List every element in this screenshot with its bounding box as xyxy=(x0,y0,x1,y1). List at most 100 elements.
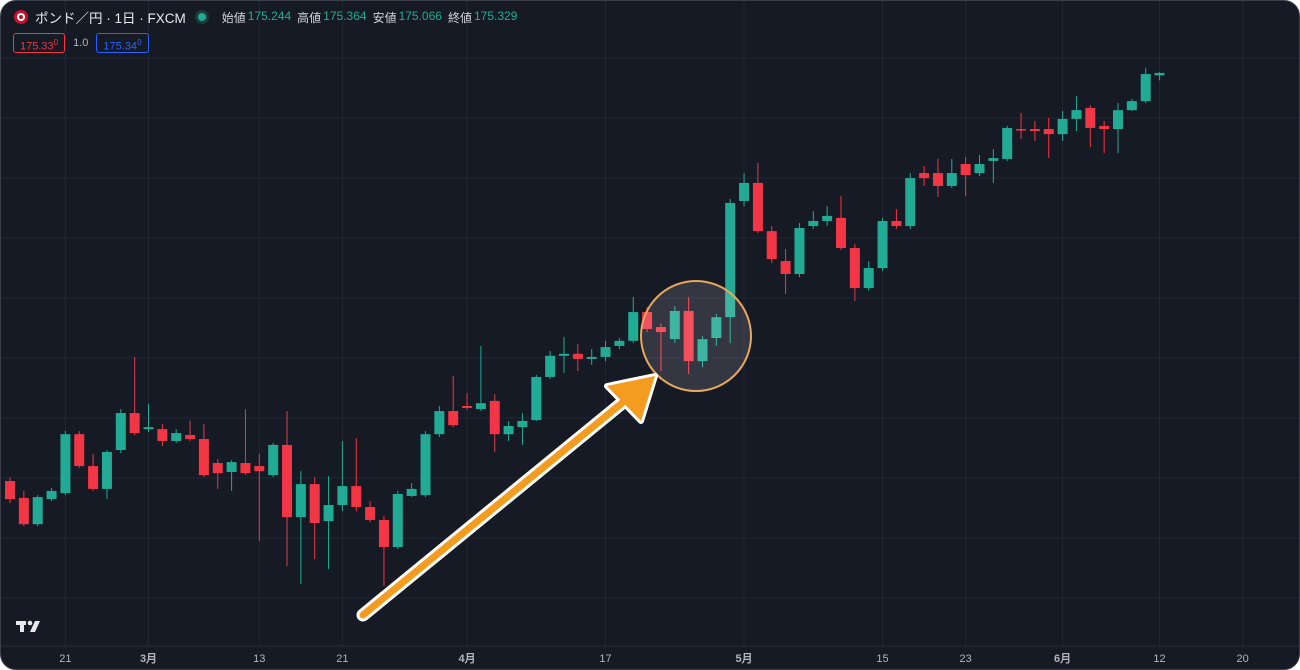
ohlc-label: 高値 xyxy=(297,10,322,25)
candle-body xyxy=(226,462,237,472)
chart-title: ポンド／円 · 1日 · FXCM xyxy=(35,11,186,26)
candle-body xyxy=(517,420,528,428)
candle-body xyxy=(1085,107,1096,128)
candle-body xyxy=(46,490,57,500)
ohlc-label: 始値 xyxy=(221,10,246,25)
candle-body xyxy=(1071,110,1082,119)
candle-body xyxy=(905,178,916,227)
candle-body xyxy=(655,327,666,333)
candle-body xyxy=(586,356,597,359)
ohlc-value: 175.364 xyxy=(323,8,367,23)
candle-body xyxy=(323,504,334,522)
candle-body xyxy=(849,248,860,289)
sell-pip: 0 xyxy=(53,38,59,47)
symbol-icon xyxy=(14,10,28,24)
candle-body xyxy=(628,312,639,341)
arrow xyxy=(356,373,658,622)
logo-part xyxy=(30,621,40,632)
candle-body xyxy=(669,310,680,340)
candle-body xyxy=(988,158,999,161)
candle-body xyxy=(1113,110,1123,130)
candle-body xyxy=(32,497,43,525)
candle-body xyxy=(74,434,85,467)
candle-body xyxy=(115,413,126,450)
ohlc-value: 175.244 xyxy=(247,8,292,23)
candle-body xyxy=(462,405,473,408)
candle-body xyxy=(600,347,611,357)
arrow-shaft xyxy=(359,390,637,619)
candle-body xyxy=(683,310,694,362)
candle-body xyxy=(531,376,542,421)
candle-body xyxy=(5,481,15,500)
ohlc-value: 175.066 xyxy=(398,8,442,23)
candle-body xyxy=(642,312,653,329)
candle-body xyxy=(254,466,265,472)
x-tick-label: 15 xyxy=(876,653,888,665)
candle-body xyxy=(198,438,209,476)
arrow-head xyxy=(607,376,655,421)
candle-body xyxy=(295,484,306,518)
candle-body xyxy=(406,488,417,496)
candle-body xyxy=(1057,118,1068,135)
logo-part xyxy=(20,621,24,632)
candle-body xyxy=(489,400,500,435)
status-dot xyxy=(197,13,206,21)
x-tick-label: 4月 xyxy=(458,652,475,665)
candle-body xyxy=(877,220,888,269)
candle-body xyxy=(1016,129,1027,131)
x-tick-label: 21 xyxy=(59,653,71,665)
candle-body xyxy=(614,340,625,346)
candle-body xyxy=(240,462,251,474)
candle-body xyxy=(891,220,902,227)
candle-body xyxy=(392,493,403,548)
highlight-circle xyxy=(640,280,752,392)
x-tick-label: 23 xyxy=(960,653,972,665)
x-tick-label: 12 xyxy=(1153,653,1165,665)
candle-body xyxy=(1126,101,1137,111)
header: ポンド／円 · 1日 · FXCM 始値 175.244 高値 175.364 安値 17… xyxy=(13,7,521,27)
ohlc-label: 安値 xyxy=(372,10,397,25)
sell-price: 175.33 xyxy=(20,40,54,53)
buy-pip: 0 xyxy=(137,38,142,47)
candle-body xyxy=(572,353,583,359)
candle-body xyxy=(60,434,71,494)
ohlc-label: 終値 xyxy=(447,10,472,25)
buy-button[interactable]: 175.340 xyxy=(96,33,149,53)
candle-body xyxy=(836,217,846,249)
x-tick-label: 21 xyxy=(336,653,348,665)
candle-body xyxy=(503,426,514,435)
candle-body xyxy=(1029,129,1040,132)
candle-body xyxy=(1099,125,1110,130)
candle-body xyxy=(185,435,196,439)
candle-body xyxy=(1154,72,1165,76)
grid xyxy=(1,1,1299,646)
ohlc-legend: 始値 175.244 高値 175.364 安値 175.066 終値 175.329 xyxy=(222,9,522,26)
sell-button[interactable]: 175.330 xyxy=(13,33,66,53)
x-tick-label: 5月 xyxy=(735,652,752,665)
candle-body xyxy=(365,506,376,520)
logo xyxy=(16,620,40,632)
candle-body xyxy=(863,268,874,289)
candle-body xyxy=(212,462,223,474)
candle-body xyxy=(794,228,805,275)
spread: 1.0 xyxy=(73,37,89,49)
candle-body xyxy=(822,215,833,221)
candle-body xyxy=(697,339,708,362)
candle-body xyxy=(282,444,292,518)
x-tick-label: 13 xyxy=(253,653,265,665)
candle-body xyxy=(268,444,279,476)
candle-body xyxy=(1043,129,1054,135)
candle-body xyxy=(752,182,763,232)
logo-part xyxy=(27,620,33,626)
candle-body xyxy=(559,353,569,356)
x-tick-label: 3月 xyxy=(140,652,157,665)
candle-body xyxy=(946,173,957,187)
candle-body xyxy=(960,164,971,176)
candle-body xyxy=(545,355,556,377)
ohlc-value: 175.329 xyxy=(473,8,518,23)
candle-body xyxy=(434,411,445,435)
candle-body xyxy=(171,433,182,441)
trade-panel: 175.330 1.0 175.340 xyxy=(13,33,149,53)
candle-body xyxy=(475,403,486,410)
candle-body xyxy=(919,173,930,179)
